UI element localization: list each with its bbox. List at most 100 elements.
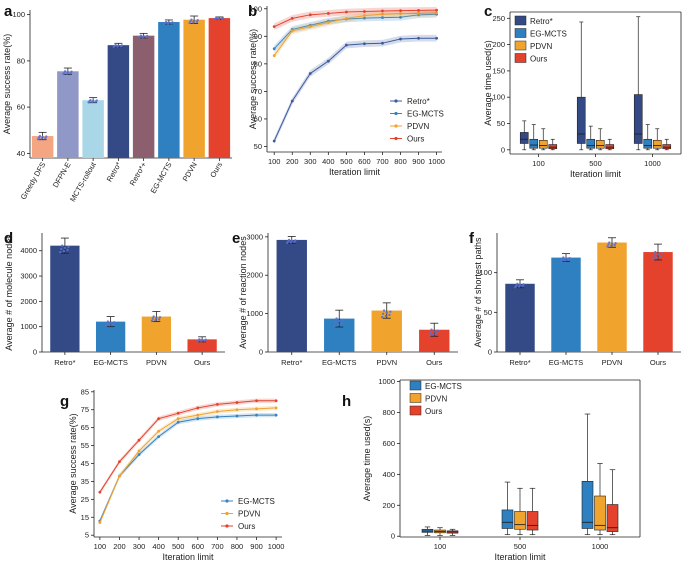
data-point [142,35,145,38]
data-point [108,324,111,327]
data-point [117,44,120,47]
x-tick-label: 200 [286,157,299,166]
data-point [384,314,388,318]
data-point [518,283,522,287]
legend-marker [394,99,398,103]
box [605,144,615,150]
series-point [98,490,102,494]
y-tick-label: 250 [492,14,505,23]
data-point [388,313,391,317]
y-tick-label: 80 [17,56,25,65]
x-tick-label: Retro* [54,358,75,367]
panel-label: g [60,393,69,410]
box [538,140,548,149]
legend-label: EG-MCTS [238,497,275,506]
series-point [363,16,366,20]
y-axis-title: Average # of molecule nodes [4,234,14,351]
series-point [272,47,276,51]
data-point [41,135,44,139]
series-point [399,12,402,16]
series-point [215,402,219,406]
y-tick-label: 0 [259,348,263,357]
data-point [113,321,116,324]
legend-marker [225,511,229,516]
x-tick-label: 800 [231,542,244,551]
series-line [273,13,437,50]
series-point [417,9,420,12]
x-tick-label: 700 [376,157,389,166]
series-line [274,9,437,28]
legend-label: EG-MCTS [530,30,567,39]
data-point [95,99,98,102]
series-line [273,37,437,142]
series-point [137,449,141,453]
bar [419,329,450,352]
series-point [363,10,366,13]
y-tick-label: 4000 [20,246,37,255]
data-point [428,334,431,337]
box [606,504,619,532]
y-axis-title: Average time used(s) [362,416,372,501]
y-tick-label: 85 [81,387,89,396]
data-point [154,318,157,322]
data-point [516,282,519,285]
series-point [176,417,180,421]
legend-label: PDVN [238,510,260,519]
series-point [272,54,276,57]
data-point [337,323,340,326]
data-point [200,338,204,342]
series-point [118,460,121,464]
y-tick-label: 70 [254,87,262,96]
data-point [198,338,201,341]
data-point [653,254,656,257]
data-point [389,310,392,313]
x-tick-label: 600 [192,542,205,551]
x-tick-label: PDVN [146,358,167,367]
series-point [255,407,258,411]
y-tick-label: 100 [492,93,505,102]
data-point [341,318,345,322]
y-tick-label: 60 [254,114,262,123]
series-point [235,414,239,418]
y-tick-label: 55 [81,441,89,450]
x-tick-label: 1000 [644,159,661,168]
box [526,511,539,531]
data-point [609,244,613,248]
data-point [613,244,616,247]
legend-swatch [514,15,527,26]
box [529,138,539,149]
data-point [164,20,168,24]
data-point [112,323,115,326]
panel-label: d [4,230,13,247]
y-tick-label: 1000 [20,322,37,331]
series-point [137,438,141,442]
x-tick-label: Ours [650,358,667,367]
x-tick-label: 500 [340,157,353,166]
box [594,495,606,531]
legend-swatch [409,393,422,403]
legend-swatch [409,380,422,391]
series-point [399,37,402,41]
data-point [381,312,385,316]
series-point [196,417,200,421]
y-axis-title: Average success rate(%) [68,413,78,513]
series-point [326,21,330,24]
data-point [607,243,610,246]
y-tick-label: 50 [497,119,505,128]
data-point [150,319,154,323]
y-tick-label: 60 [17,103,25,112]
data-point [196,19,199,22]
x-tick-label: 700 [211,542,224,551]
data-point [114,43,117,47]
box [652,140,662,149]
data-point [89,98,92,102]
legend-label: Ours [238,522,255,531]
y-tick-label: 35 [81,477,89,486]
x-tick-label: MCTS-rollout [68,160,98,204]
data-point [562,256,565,259]
series-point [157,429,161,433]
bar [183,19,205,159]
confidence-band [274,6,437,30]
data-point [385,311,388,314]
